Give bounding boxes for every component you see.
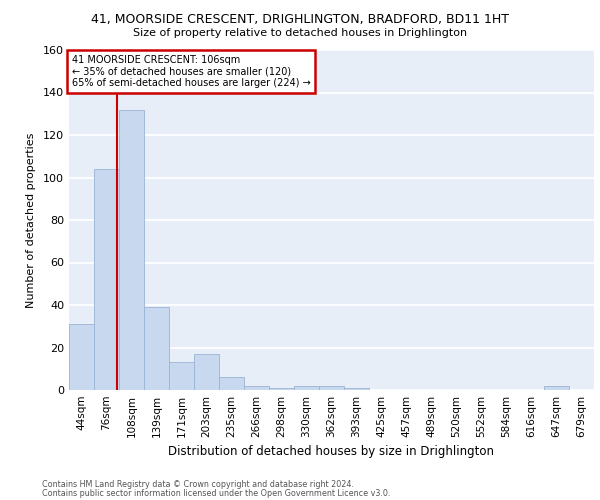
Bar: [194, 354, 219, 390]
X-axis label: Distribution of detached houses by size in Drighlington: Distribution of detached houses by size …: [169, 446, 494, 458]
Text: Size of property relative to detached houses in Drighlington: Size of property relative to detached ho…: [133, 28, 467, 38]
Bar: [269, 388, 294, 390]
Bar: [344, 388, 369, 390]
Bar: [544, 386, 569, 390]
Bar: [94, 169, 119, 390]
Y-axis label: Number of detached properties: Number of detached properties: [26, 132, 36, 308]
Bar: [294, 386, 319, 390]
Bar: [169, 362, 194, 390]
Bar: [69, 324, 94, 390]
Bar: [144, 307, 169, 390]
Bar: [244, 386, 269, 390]
Text: 41 MOORSIDE CRESCENT: 106sqm
← 35% of detached houses are smaller (120)
65% of s: 41 MOORSIDE CRESCENT: 106sqm ← 35% of de…: [71, 55, 310, 88]
Bar: [119, 110, 144, 390]
Text: Contains public sector information licensed under the Open Government Licence v3: Contains public sector information licen…: [42, 488, 391, 498]
Text: Contains HM Land Registry data © Crown copyright and database right 2024.: Contains HM Land Registry data © Crown c…: [42, 480, 354, 489]
Bar: [219, 377, 244, 390]
Bar: [319, 386, 344, 390]
Text: 41, MOORSIDE CRESCENT, DRIGHLINGTON, BRADFORD, BD11 1HT: 41, MOORSIDE CRESCENT, DRIGHLINGTON, BRA…: [91, 12, 509, 26]
